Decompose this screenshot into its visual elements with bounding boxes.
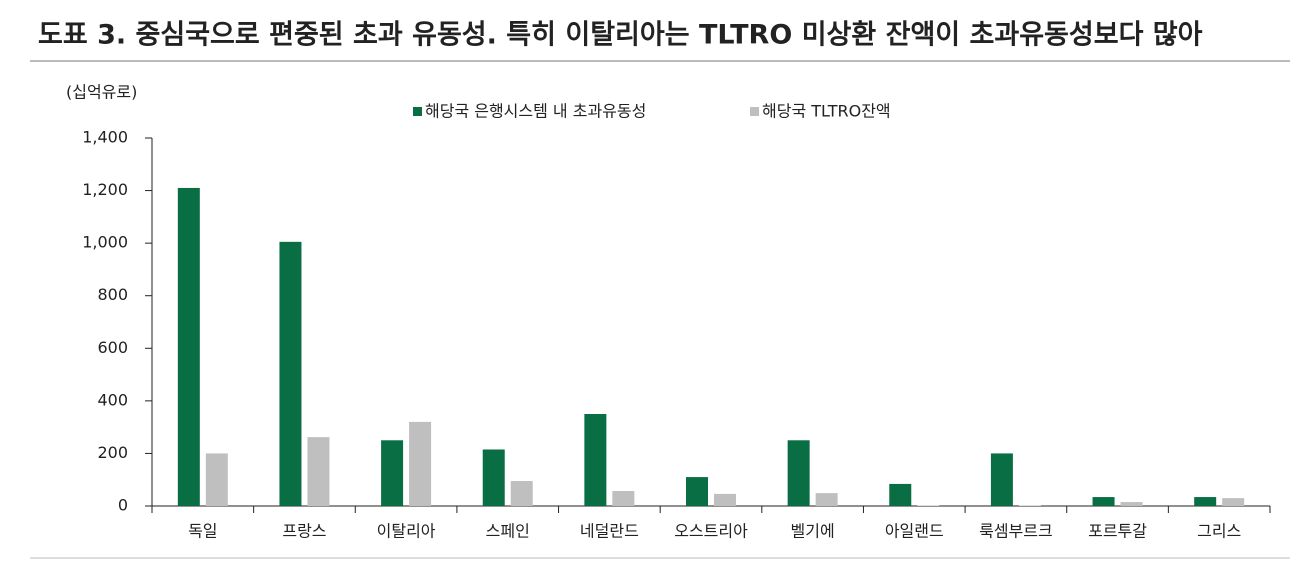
y-tick-label: 1,400 [82,128,128,147]
bar [917,505,940,506]
x-tick-label: 그리스 [1197,522,1241,541]
bar [205,453,228,506]
x-tick-label: 룩셈부르크 [979,522,1053,541]
bar [1018,505,1041,506]
y-tick-label: 0 [118,496,128,515]
bar [584,414,607,506]
y-tick-label: 600 [97,338,128,357]
legend-label: 해당국 TLTRO잔액 [762,102,891,121]
bar [279,241,302,507]
bar [714,493,736,506]
y-tick-label: 1,000 [82,233,128,252]
bar [1092,497,1115,506]
x-tick-label: 독일 [188,522,217,541]
x-tick-label: 프랑스 [282,522,326,541]
bar [612,491,635,506]
y-tick-label: 200 [97,443,128,462]
x-tick-label: 네덜란드 [580,522,639,541]
x-tick-label: 아일랜드 [885,522,944,541]
x-tick-label: 이탈리아 [377,522,436,541]
bar [482,449,505,506]
bar [1120,502,1143,506]
y-axis-label: (십억유로) [66,83,137,102]
legend-label: 해당국 은행시스템 내 초과유동성 [425,102,646,121]
bar [815,493,838,506]
legend-swatch [750,107,759,116]
x-tick-label: 벨기에 [791,522,835,541]
bar [307,437,330,506]
x-tick-label: 오스트리아 [674,522,748,541]
legend-swatch [413,107,422,116]
bar [381,440,404,506]
bar [1222,498,1245,506]
x-tick-label: 포르투갈 [1088,522,1147,541]
y-tick-label: 1,200 [82,180,128,199]
bar [510,481,533,506]
x-tick-label: 스페인 [486,522,530,541]
bar [1194,497,1217,506]
bar [177,187,200,506]
bar [990,453,1013,506]
bar [787,440,810,506]
y-tick-label: 400 [97,390,128,409]
bar [409,421,432,506]
chart-title: 도표 3. 중심국으로 편중된 초과 유동성. 특히 이탈리아는 TLTRO 미… [38,20,1203,51]
bar [889,483,912,506]
bar [686,477,708,506]
y-tick-label: 800 [97,285,128,304]
